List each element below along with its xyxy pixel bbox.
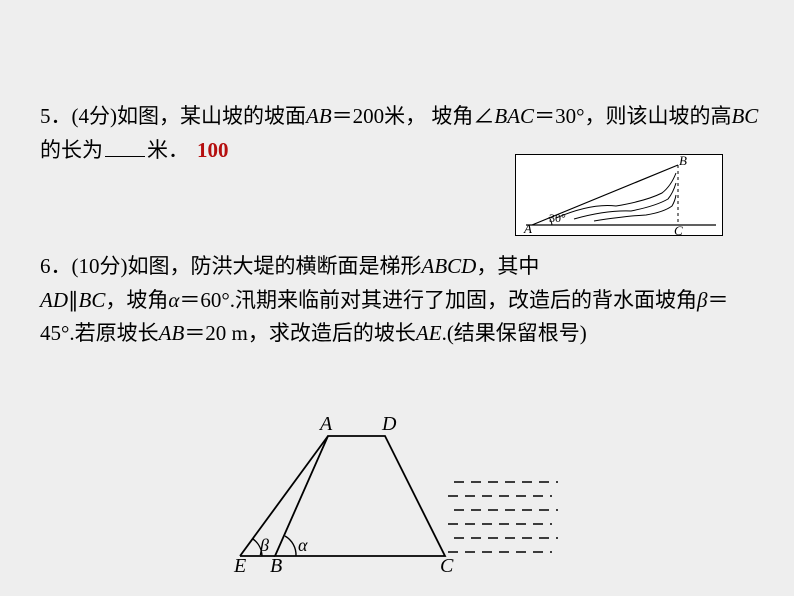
figure-q5: A B C 30°	[515, 154, 723, 236]
fig1-label-a: A	[523, 221, 532, 236]
q6-l1a: 6．(10分)如图，防洪大堤的横断面是梯形	[40, 254, 422, 278]
q5-suffix: 的长为	[40, 138, 103, 162]
q6-bc2: BC	[79, 288, 106, 312]
fig2-label-c: C	[440, 555, 454, 574]
fig1-label-c: C	[674, 223, 683, 237]
q6-alpha: α	[168, 288, 179, 312]
fig2-label-d: D	[381, 413, 397, 435]
fig2-label-b: B	[270, 555, 282, 574]
q5-bc: BC	[731, 104, 758, 128]
q5-bac: BAC	[494, 104, 534, 128]
q6-ab2: AB	[159, 321, 185, 345]
q5-mid2: ＝30°，则该山坡的高	[534, 104, 731, 128]
q6-l2e: ＝20 m，求改造后的坡长	[184, 321, 416, 345]
question-6: 6．(10分)如图，防洪大堤的横断面是梯形ABCD，其中 AD∥BC，坡角α＝6…	[40, 250, 760, 351]
q5-unit: 米．	[147, 138, 189, 162]
q5-answer: 100	[197, 138, 229, 162]
q5-blank	[105, 134, 145, 157]
q6-ad: AD	[40, 288, 68, 312]
fig1-label-b: B	[679, 155, 687, 168]
q6-beta: β	[697, 288, 707, 312]
fig2-label-beta: β	[259, 535, 269, 555]
q5-prefix: 5．(4分)如图，某山坡的坡面	[40, 104, 306, 128]
q6-abcd: ABCD	[422, 254, 477, 278]
q6-par: ∥	[68, 288, 79, 312]
q6-l1b: ，其中	[476, 254, 539, 278]
q6-l2f: .(结果保留根号)	[442, 321, 587, 345]
q6-l2c: ＝60°.汛期来临前对其进行了加固，改造后的背水面坡角	[179, 288, 697, 312]
fig1-label-angle: 30°	[549, 211, 566, 225]
fig2-label-e: E	[233, 555, 246, 574]
q6-ae: AE	[416, 321, 442, 345]
q5-mid1: ＝200米， 坡角∠	[332, 104, 495, 128]
fig2-label-a: A	[318, 413, 333, 435]
figure-q6: A D E B C α β	[220, 396, 560, 574]
fig2-label-alpha: α	[298, 535, 308, 555]
q5-ab: AB	[306, 104, 332, 128]
q6-l2b: ，坡角	[105, 288, 168, 312]
